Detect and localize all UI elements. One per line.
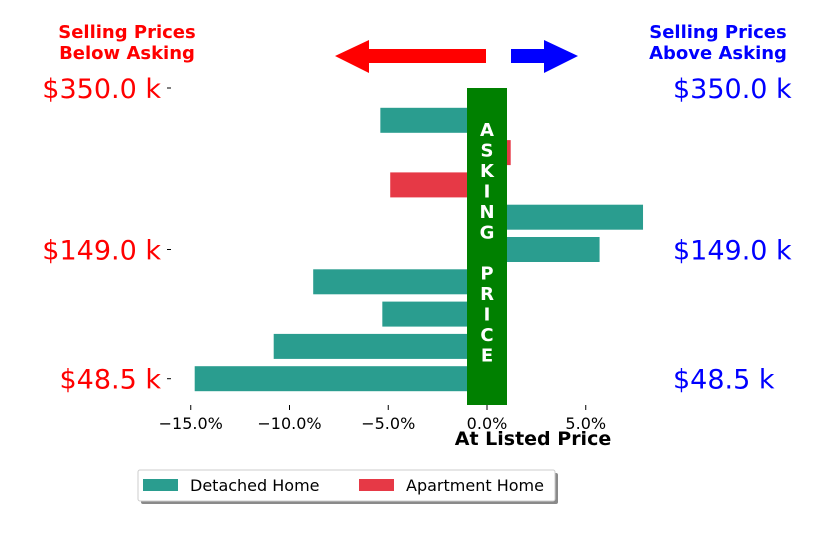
band-letter: E [481, 346, 493, 367]
band-letter: N [479, 202, 494, 223]
band-letter: R [480, 284, 494, 305]
bar [273, 333, 487, 359]
left-price-label: $350.0 k [42, 74, 161, 105]
band-letter: A [480, 120, 494, 141]
bars [194, 107, 644, 392]
right-price-labels: $350.0 k $149.0 k $48.5 k [673, 74, 792, 396]
right-price-label: $48.5 k [673, 365, 775, 396]
left-price-labels: $350.0 k $149.0 k $48.5 k [42, 74, 171, 396]
x-tick-label: 5.0% [565, 414, 606, 433]
bar [313, 269, 487, 295]
legend-swatch [359, 479, 394, 491]
bar [487, 204, 644, 230]
right-price-label: $350.0 k [673, 74, 792, 105]
band-letter: C [480, 325, 493, 346]
right-title-line: Above Asking [649, 43, 787, 64]
band-letter: S [481, 141, 494, 162]
x-tick-label: −10.0% [257, 414, 321, 433]
x-tick-label: 0.0% [467, 414, 508, 433]
bar [194, 366, 487, 392]
asking-price-band-rect [467, 88, 507, 405]
left-price-label: $48.5 k [59, 365, 161, 396]
legend-label: Detached Home [190, 476, 320, 495]
right-arrow [511, 40, 578, 73]
left-title-line: Below Asking [59, 43, 195, 64]
band-letter: K [480, 161, 495, 182]
legend[interactable]: Detached Home Apartment Home [137, 469, 558, 504]
x-tick-label: −5.0% [361, 414, 415, 433]
direction-arrows [335, 40, 578, 73]
right-price-label: $149.0 k [673, 236, 792, 267]
legend-label: Apartment Home [406, 476, 544, 495]
x-axis-title: At Listed Price [455, 428, 611, 450]
legend-box [137, 469, 556, 502]
band-letter: G [480, 223, 495, 244]
band-letter: I [484, 182, 491, 203]
x-tick-label: −15.0% [159, 414, 223, 433]
x-axis: −15.0% −10.0% −5.0% 0.0% 5.0% [159, 405, 606, 433]
right-title-line: Selling Prices [649, 22, 786, 43]
left-title-line: Selling Prices [58, 22, 195, 43]
band-letter: I [484, 305, 491, 326]
left-arrow [335, 40, 486, 73]
legend-swatch [143, 479, 178, 491]
left-price-label: $149.0 k [42, 236, 161, 267]
band-letter: P [480, 264, 493, 285]
